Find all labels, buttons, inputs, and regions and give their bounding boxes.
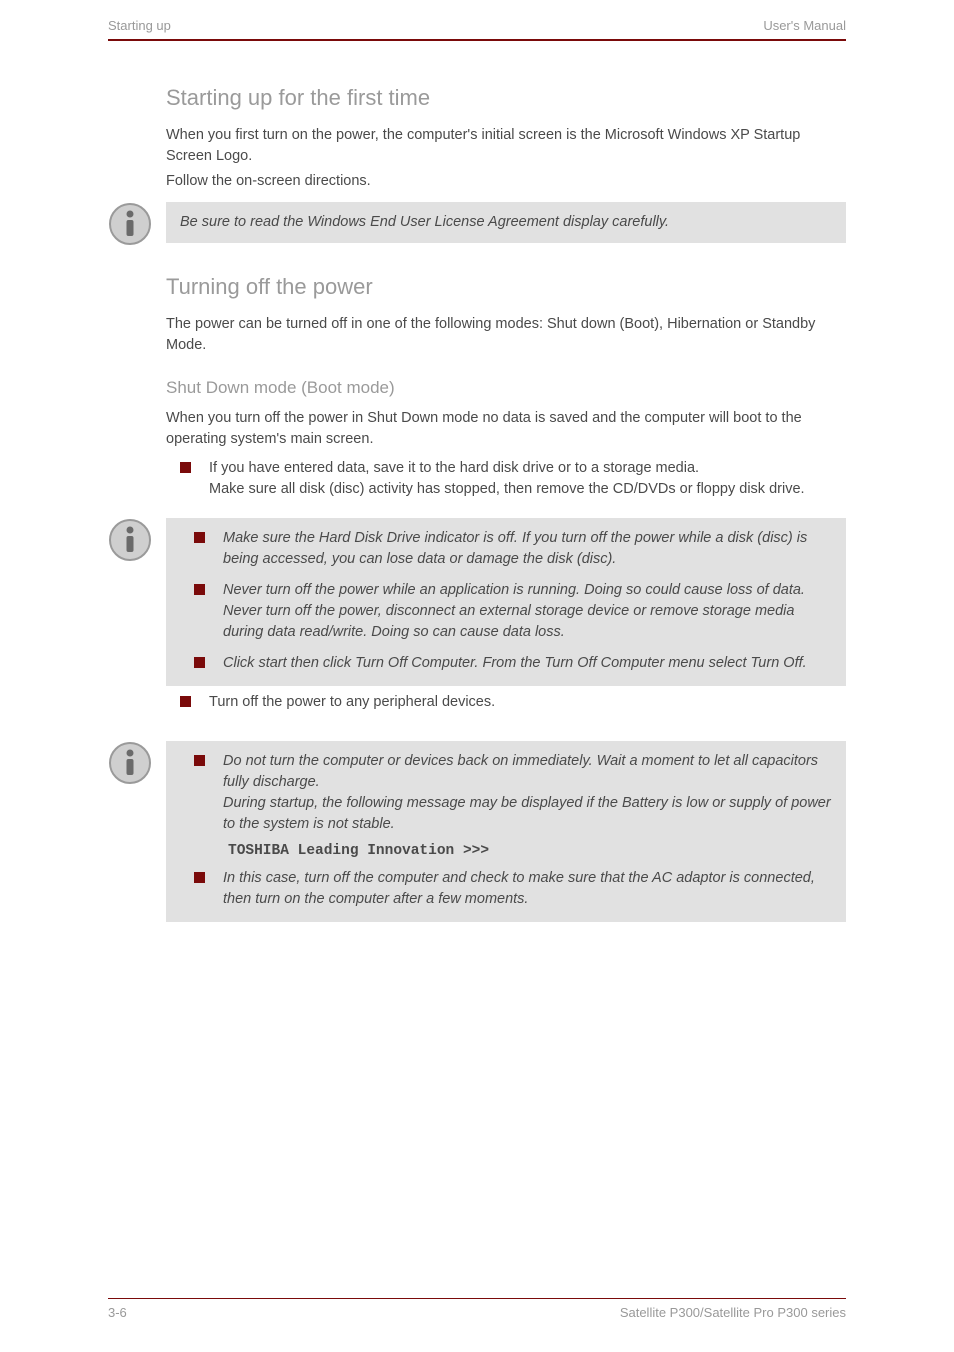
info-icon [108,518,152,562]
note-3-content: Do not turn the computer or devices back… [166,741,846,922]
note2-b3-text: Click start then click Turn Off Computer… [223,653,807,674]
intro-text-1: When you first turn on the power, the co… [166,125,846,167]
shutdown-para: When you turn off the power in Shut Down… [166,408,846,450]
note-2-box: Make sure the Hard Disk Drive indicator … [166,518,846,686]
shutdown-bullet-1: If you have entered data, save it to the… [180,458,846,500]
info-icon [108,202,152,246]
shutdown-b1b: Make sure all disk (disc) activity has s… [209,481,805,497]
note3-b2-text: In this case, turn off the computer and … [223,868,832,910]
note2-b4-text: Turn off the power to any peripheral dev… [209,692,495,713]
header-rule [108,39,846,41]
bullet-icon [194,755,205,766]
note-3-box: Do not turn the computer or devices back… [166,741,846,922]
note2-b2a: Never turn off the power while an applic… [223,582,805,598]
note3-b1a: Do not turn the computer or devices back… [223,753,818,790]
note-1-content: Be sure to read the Windows End User Lic… [166,202,846,246]
section-title-turning-off: Turning off the power [166,274,846,300]
intro-text-2: Follow the on-screen directions. [166,171,846,192]
note3-b1b: During startup, the following message ma… [223,795,831,832]
product-name: Satellite P300/Satellite Pro P300 series [620,1305,846,1320]
mono-line: TOSHIBA Leading Innovation >>> [228,841,832,862]
note-block-3: Do not turn the computer or devices back… [108,741,846,922]
turning-off-text: The power can be turned off in one of th… [166,314,846,356]
shutdown-bullet-1-text: If you have entered data, save it to the… [209,458,805,500]
bullet-icon [194,657,205,668]
section-title-starting-up: Starting up for the first time [166,85,846,111]
page-container: Starting up User's Manual Starting up fo… [0,0,954,922]
footer-rule [108,1298,846,1299]
note-1-text: Be sure to read the Windows End User Lic… [180,214,669,230]
note2-b2b: Never turn off the power, disconnect an … [223,603,794,640]
note3-bullet-2: In this case, turn off the computer and … [194,868,832,910]
note-2-content: Make sure the Hard Disk Drive indicator … [166,518,846,715]
page-header: Starting up User's Manual [108,0,846,39]
shutdown-text: When you turn off the power in Shut Down… [166,408,846,450]
bullet-icon [194,872,205,883]
bullet-icon [194,532,205,543]
bullet-icon [194,584,205,595]
footer-row: 3-6 Satellite P300/Satellite Pro P300 se… [108,1305,846,1320]
note-block-1: Be sure to read the Windows End User Lic… [108,202,846,246]
bullet-icon [180,696,191,707]
turning-off-para: The power can be turned off in one of th… [166,314,846,356]
note2-b2-text: Never turn off the power while an applic… [223,580,832,643]
header-left: Starting up [108,18,171,33]
shutdown-b1a: If you have entered data, save it to the… [209,460,699,476]
bullet-icon [180,462,191,473]
note2-b1-text: Make sure the Hard Disk Drive indicator … [223,528,832,570]
note3-b1-text: Do not turn the computer or devices back… [223,751,832,835]
note2-bullet-1: Make sure the Hard Disk Drive indicator … [194,528,832,570]
subtitle-shutdown: Shut Down mode (Boot mode) [166,378,846,398]
note-block-2: Make sure the Hard Disk Drive indicator … [108,518,846,715]
note2-bullet-2: Never turn off the power while an applic… [194,580,832,643]
note2-bullet-4: Turn off the power to any peripheral dev… [180,692,846,713]
note3-bullet-1: Do not turn the computer or devices back… [194,751,832,835]
page-footer: 3-6 Satellite P300/Satellite Pro P300 se… [108,1298,846,1320]
page-number: 3-6 [108,1305,127,1320]
note2-bullet-3: Click start then click Turn Off Computer… [194,653,832,674]
note-1-box: Be sure to read the Windows End User Lic… [166,202,846,243]
header-right: User's Manual [763,18,846,33]
info-icon [108,741,152,785]
intro-paragraph: When you first turn on the power, the co… [166,125,846,192]
